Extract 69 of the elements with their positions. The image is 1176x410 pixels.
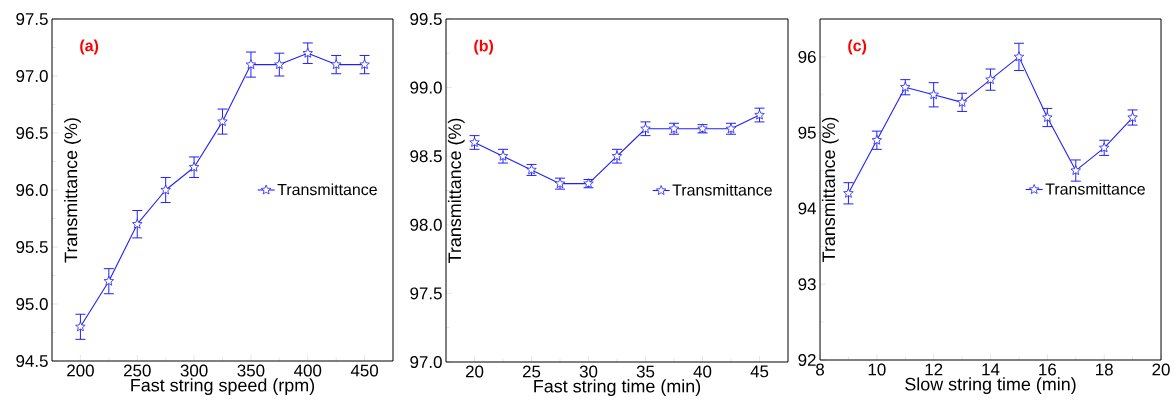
y-tick-label: 96.0 <box>16 184 48 196</box>
point <box>1013 51 1025 62</box>
point <box>75 321 86 332</box>
x-tick-label: 35 <box>636 365 655 378</box>
y-tick-label: 97.5 <box>410 287 442 300</box>
x-tick-label: 20 <box>1152 363 1170 376</box>
point <box>245 59 257 70</box>
point <box>274 59 285 70</box>
x-tick-label: 14 <box>982 363 1000 376</box>
y-tick-label: 94.5 <box>16 355 48 367</box>
point <box>900 81 911 92</box>
x-tick-label: 16 <box>1039 363 1057 376</box>
x-tick-label: 350 <box>237 364 265 377</box>
x-tick-label: 25 <box>522 365 541 378</box>
y-tick-label: 98.5 <box>410 150 442 163</box>
y-tick-label: 98.0 <box>410 218 442 231</box>
point <box>302 47 313 58</box>
x-tick-label: 300 <box>180 364 208 377</box>
x-tick-label: 12 <box>925 363 943 376</box>
y-tick-label: 92 <box>798 354 816 366</box>
point <box>956 96 968 107</box>
annotation: (c) <box>848 39 867 55</box>
y-tick-label: 96.5 <box>16 127 48 139</box>
x-tick-label: 18 <box>1096 363 1113 376</box>
point <box>188 161 200 172</box>
x-tick-label: 10 <box>868 363 886 376</box>
x-tick-label: 200 <box>67 364 94 377</box>
x-tick-label: 8 <box>816 363 824 376</box>
y-tick-label: 95.0 <box>16 298 48 310</box>
x-axis-title: Fast string speed (rpm) <box>131 378 315 396</box>
point <box>359 59 370 70</box>
annotation: (a) <box>80 39 99 55</box>
y-axis-title: Transmittance (%) <box>64 118 81 263</box>
point <box>160 184 171 195</box>
point <box>1042 112 1053 122</box>
legend-label: Transmittance <box>672 183 772 196</box>
y-tick-label: 96 <box>798 50 816 63</box>
x-tick-label: 40 <box>693 365 712 378</box>
y-tick-label: 97.0 <box>410 356 442 368</box>
point <box>928 89 939 100</box>
legend-label: Transmittance <box>277 183 377 196</box>
point <box>1070 165 1081 175</box>
y-tick-label: 97.5 <box>16 13 48 25</box>
y-tick-label: 97.0 <box>16 70 48 82</box>
y-tick-label: 99.0 <box>410 81 442 94</box>
x-tick-label: 20 <box>465 365 484 378</box>
point <box>871 134 882 145</box>
point <box>132 218 143 229</box>
x-tick-label: 250 <box>123 364 151 377</box>
y-tick-label: 99.5 <box>410 13 442 25</box>
x-axis-title: Slow string time (min) <box>905 377 1076 395</box>
point <box>985 74 996 85</box>
y-tick-label: 93 <box>798 278 816 291</box>
point <box>843 187 854 198</box>
x-tick-label: 450 <box>350 364 379 377</box>
point <box>103 275 114 286</box>
y-axis-title: Transmittance (%) <box>821 117 839 262</box>
y-tick-label: 95.5 <box>16 241 48 253</box>
annotation: (b) <box>474 39 494 55</box>
y-tick-label: 94 <box>798 202 816 215</box>
x-tick-label: 400 <box>294 364 322 377</box>
y-axis-title: Transmittance (%) <box>447 118 465 263</box>
x-tick-label: 30 <box>579 365 598 378</box>
point <box>217 116 228 127</box>
legend-label: Transmittance <box>1045 182 1145 195</box>
x-axis-title: Fast string time (min) <box>534 379 701 397</box>
point <box>331 59 342 70</box>
x-tick-label: 45 <box>750 365 769 378</box>
y-tick-label: 95 <box>798 126 816 139</box>
